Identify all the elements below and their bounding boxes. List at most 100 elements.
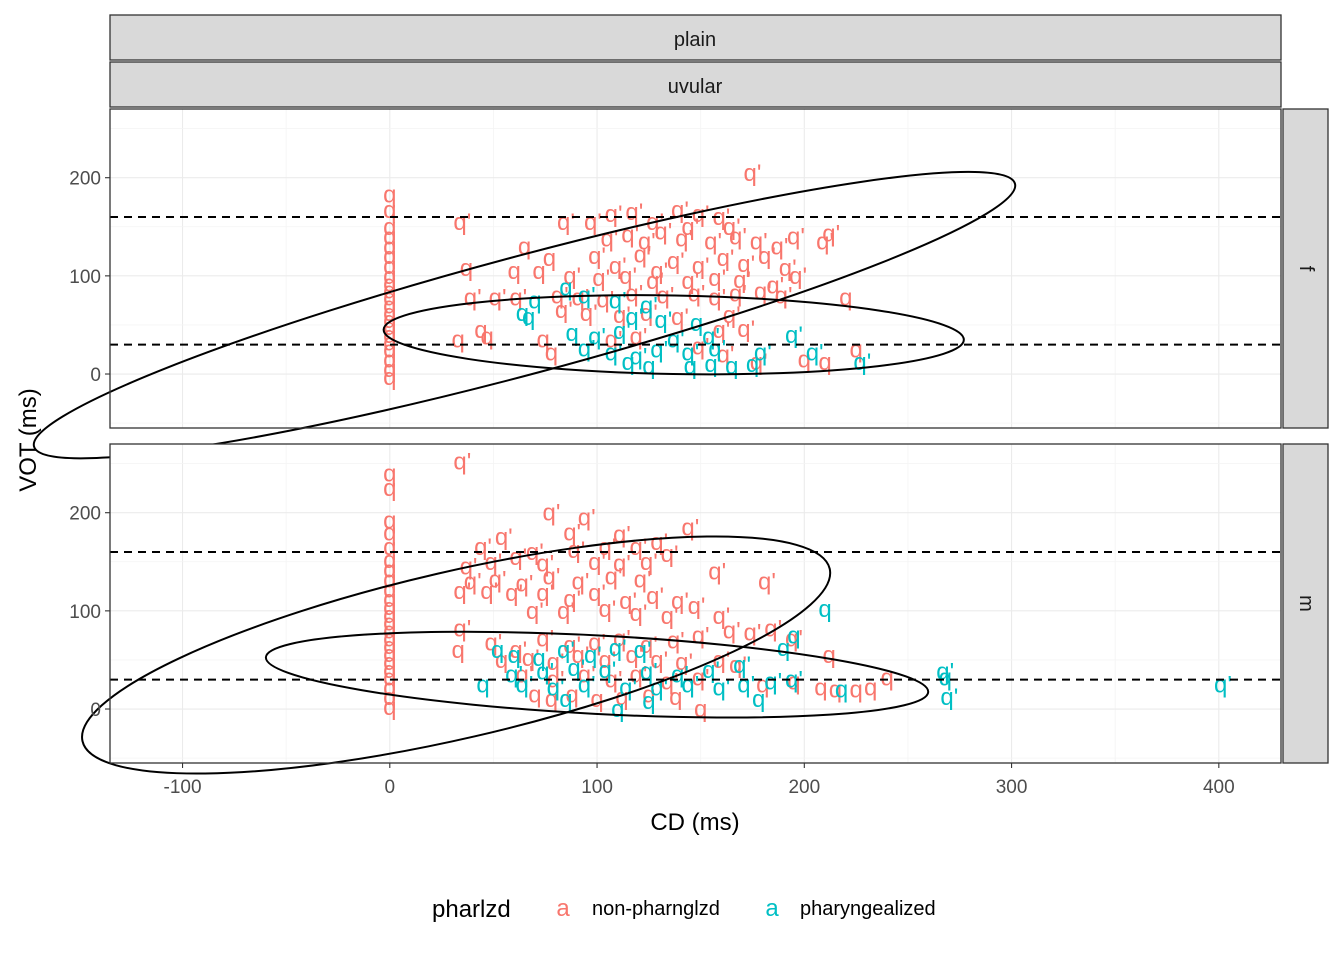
data-point: q' [598, 596, 616, 623]
x-tick-label: 400 [1203, 777, 1235, 798]
data-point: q [383, 243, 396, 270]
data-point: q' [453, 578, 471, 605]
data-point: q' [744, 160, 762, 187]
data-point: q' [584, 209, 602, 236]
x-tick-label: -100 [164, 777, 202, 798]
data-point: q' [775, 282, 793, 309]
data-point: q [452, 637, 465, 664]
data-point: q' [619, 588, 637, 615]
x-axis-title: CD (ms) [650, 809, 739, 836]
data-point: q [516, 300, 529, 327]
data-point: q [669, 684, 682, 711]
data-point: q' [625, 642, 643, 669]
data-point: q [474, 317, 487, 344]
data-point: q [383, 322, 396, 349]
data-point: q' [708, 559, 726, 586]
data-point: q' [733, 267, 751, 294]
data-point: q' [613, 625, 631, 652]
data-point: q' [609, 635, 627, 662]
data-point: q [532, 645, 545, 672]
data-point: q [615, 684, 628, 711]
confidence-ellipse-non-pharnglzd [32, 170, 1017, 460]
data-point: q' [605, 339, 623, 366]
data-point: q' [625, 281, 643, 308]
data-point: q' [1214, 671, 1232, 698]
data-point: q' [822, 221, 840, 248]
data-point: q' [654, 219, 672, 246]
data-point: q' [464, 568, 482, 595]
data-point: q' [754, 339, 772, 366]
x-tick-label: 100 [581, 777, 613, 798]
data-point: q' [578, 671, 596, 698]
data-point: q' [542, 500, 560, 527]
confidence-ellipse-pharyngealized [264, 630, 930, 719]
data-point: q' [779, 255, 797, 282]
data-point: q' [737, 671, 755, 698]
data-point: q' [563, 519, 581, 546]
data-point: q' [787, 224, 805, 251]
data-point: q [507, 642, 520, 669]
data-point: q [383, 346, 396, 373]
data-point: q [460, 255, 473, 282]
data-point: q' [770, 233, 788, 260]
data-point: q [481, 324, 494, 351]
data-point: q [383, 694, 396, 721]
confidence-ellipse-non-pharnglzd [81, 535, 832, 775]
data-point: q' [806, 339, 824, 366]
data-point: q [383, 356, 396, 383]
data-point: q' [596, 286, 614, 313]
x-tick-label: 300 [996, 777, 1028, 798]
data-point: q [787, 622, 800, 649]
data-point: q' [609, 253, 627, 280]
data-point: q [818, 596, 831, 623]
data-point: q [383, 253, 396, 280]
data-point: q' [737, 251, 755, 278]
legend-title: pharlzd [432, 896, 511, 923]
data-point: q' [650, 647, 668, 674]
data-point: q' [712, 674, 730, 701]
data-point: q' [557, 209, 575, 236]
data-point: q [522, 304, 535, 331]
data-point: q [532, 258, 545, 285]
data-point: q' [453, 209, 471, 236]
data-point: q' [567, 655, 585, 682]
data-point: q' [712, 603, 730, 630]
data-point: q' [547, 667, 565, 694]
data-point: q' [750, 229, 768, 256]
data-point: q' [578, 505, 596, 532]
data-point: q' [630, 600, 648, 627]
data-point: q' [692, 665, 710, 692]
data-point: q' [650, 258, 668, 285]
data-point: q' [640, 292, 658, 319]
data-point: q' [634, 241, 652, 268]
data-point: q' [661, 603, 679, 630]
data-point: q' [650, 529, 668, 556]
data-point: q [849, 336, 862, 363]
legend-key-pharyngealized: a [765, 895, 779, 922]
data-point: q [383, 181, 396, 208]
data-point: q [383, 649, 396, 676]
data-point: q' [505, 662, 523, 689]
data-point: q [798, 346, 811, 373]
panel-border [109, 443, 1282, 764]
y-axis-title: VOT (ms) [15, 388, 42, 492]
data-point: q' [688, 593, 706, 620]
data-point: q' [578, 335, 596, 362]
data-point: q' [671, 304, 689, 331]
data-point: q' [588, 580, 606, 607]
data-point: q [566, 320, 579, 347]
data-point: q' [681, 514, 699, 541]
data-point: q [383, 547, 396, 574]
data-point: q [383, 519, 396, 546]
data-point: q' [717, 245, 735, 272]
data-point: q [383, 508, 396, 535]
data-point: q' [661, 541, 679, 568]
panel-background [110, 444, 1281, 763]
data-point: q [559, 275, 572, 302]
strip-label-uvular: uvular [668, 76, 723, 98]
